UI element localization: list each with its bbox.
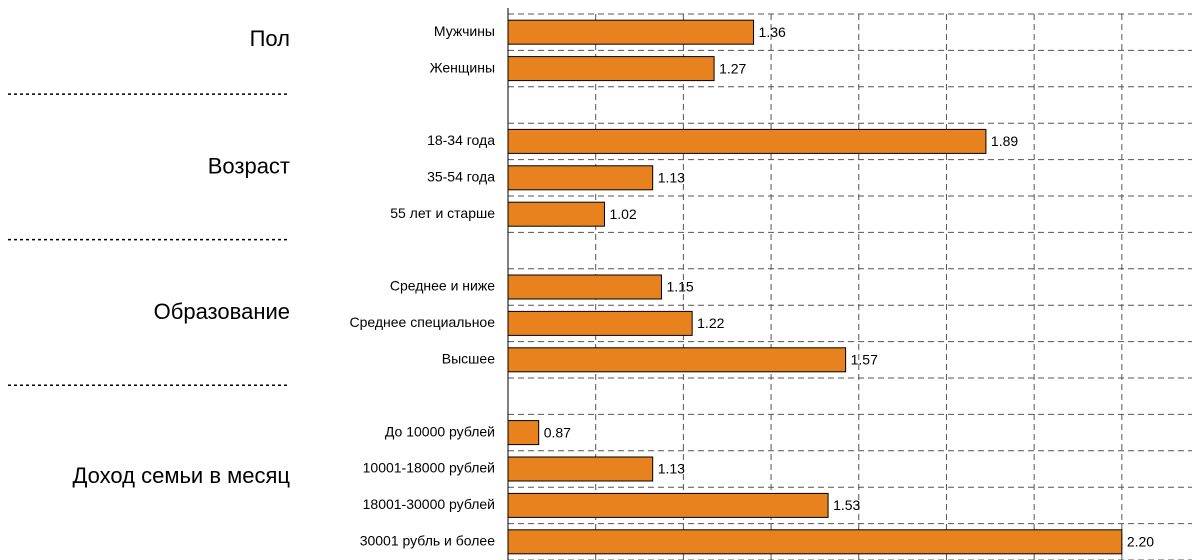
category-label: 55 лет и старше: [390, 205, 495, 221]
group-label: Доход семьи в месяц: [73, 463, 291, 488]
category-label: 10001-18000 рублей: [363, 460, 495, 476]
bar: [507, 492, 829, 518]
bar: [507, 19, 755, 45]
value-label: 1.13: [658, 170, 685, 186]
value-label: 1.36: [759, 24, 786, 40]
category-label: Среднее и ниже: [390, 278, 495, 294]
category-label: До 10000 рублей: [385, 423, 495, 439]
value-label: 2.20: [1127, 534, 1154, 550]
category-label: 18001-30000 рублей: [363, 496, 495, 512]
bar: [507, 420, 540, 446]
category-label: Женщины: [430, 59, 495, 75]
value-label: 1.27: [719, 60, 746, 76]
value-label: 1.89: [991, 133, 1018, 149]
value-label: 1.15: [666, 279, 693, 295]
category-label: Мужчины: [434, 23, 495, 39]
group-label: Образование: [154, 299, 290, 324]
bar: [507, 165, 654, 191]
value-label: 1.22: [697, 315, 724, 331]
bar: [507, 274, 662, 300]
category-label: Высшее: [442, 351, 495, 367]
bar: [507, 347, 847, 373]
category-label: 35-54 года: [427, 169, 495, 185]
value-label: 0.87: [544, 424, 571, 440]
category-label: Среднее специальное: [350, 314, 496, 330]
bar: [507, 56, 715, 82]
bar: [507, 529, 1123, 555]
value-label: 1.02: [609, 206, 636, 222]
value-label: 1.57: [851, 352, 878, 368]
group-label: Пол: [250, 26, 290, 51]
value-label: 1.53: [833, 497, 860, 513]
group-label: Возраст: [208, 154, 290, 179]
bar: [507, 456, 654, 482]
category-label: 18-34 года: [427, 132, 495, 148]
category-label: 30001 рубль и более: [360, 533, 496, 549]
bar: [507, 128, 987, 154]
bar: [507, 201, 605, 227]
bar: [507, 310, 693, 336]
value-label: 1.13: [658, 461, 685, 477]
